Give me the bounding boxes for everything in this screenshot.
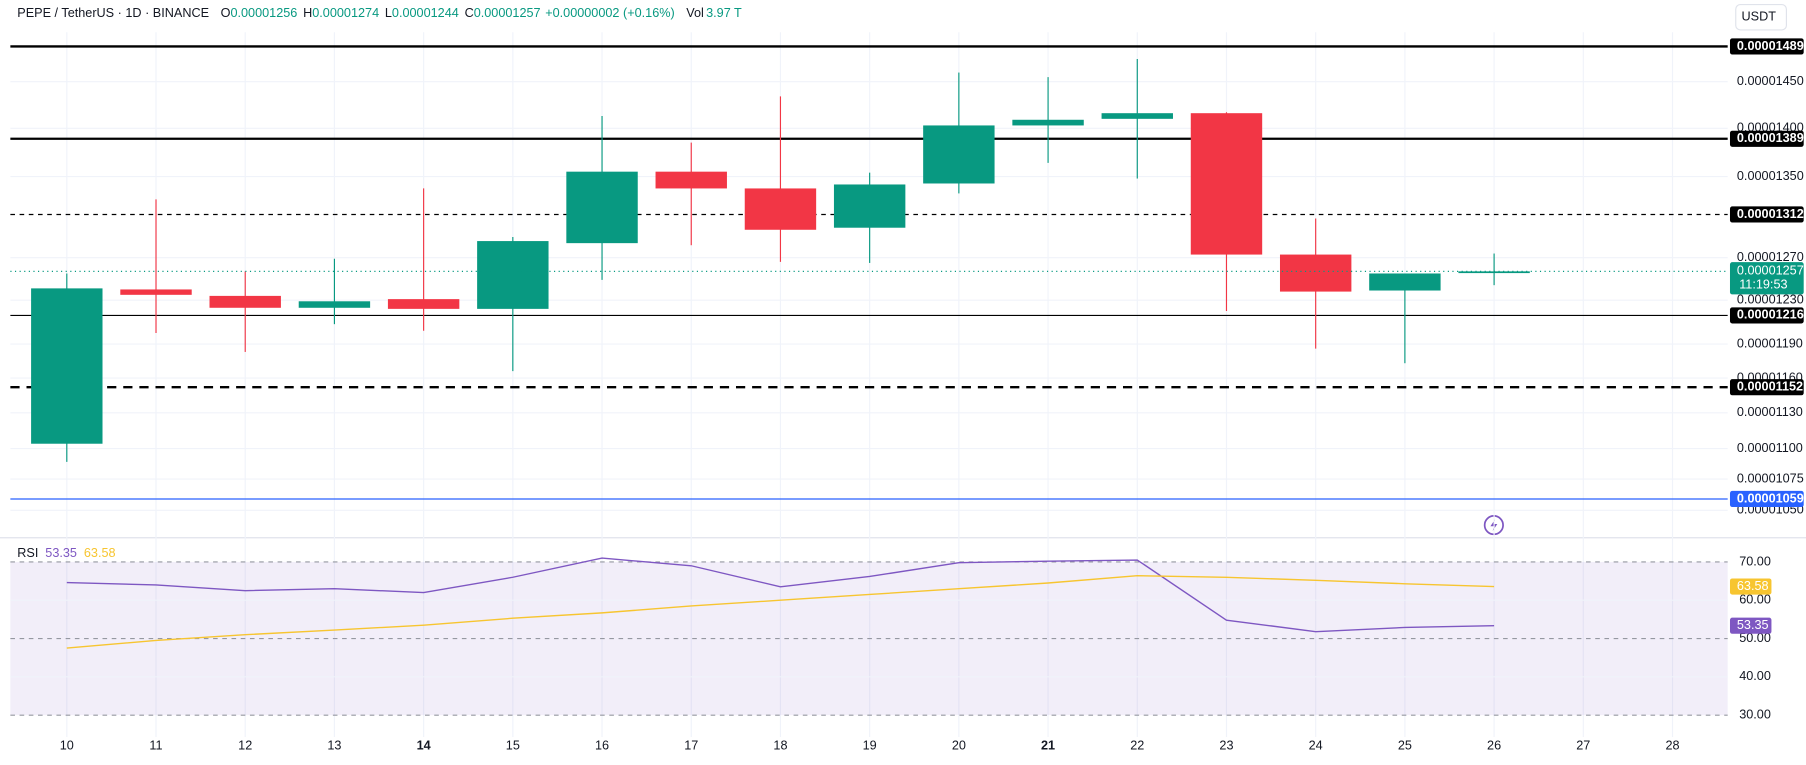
level-label-box [1729, 490, 1804, 508]
candle-body [1458, 271, 1530, 274]
rsi-legend: RSI 53.35 63.58 [17, 546, 115, 560]
x-tick-label: 22 [1130, 739, 1144, 753]
rsi-legend-value: 53.35 [45, 546, 77, 560]
x-tick-label: 16 [595, 739, 609, 753]
rsi-legend-value: 63.58 [84, 546, 116, 560]
candle-body [1190, 113, 1263, 255]
level-label: 0.00001389 [1737, 131, 1804, 145]
candle-body [31, 288, 103, 444]
candle-body [1101, 113, 1173, 119]
y-tick-label: 0.00001075 [1737, 471, 1804, 485]
y-tick-label: 0.00001270 [1737, 250, 1804, 264]
chart-header: PEPE / TetherUS · 1D · BINANCE O0.0000125… [17, 6, 742, 20]
x-tick-label: 15 [506, 739, 520, 753]
change: +0.00000002 (+0.16%) [545, 6, 674, 20]
x-tick-label: 28 [1665, 739, 1679, 753]
candle-body [1369, 273, 1441, 291]
x-tick-label: 26 [1487, 739, 1501, 753]
x-tick-label: 24 [1309, 739, 1323, 753]
y-tick-label: 0.00001100 [1737, 441, 1803, 455]
x-tick-label: 21 [1041, 739, 1055, 753]
candle-body [477, 241, 549, 309]
level-label: 0.00001216 [1737, 308, 1804, 322]
level-label-box [1729, 206, 1804, 223]
ohlc-value: 0.00001256 [230, 6, 297, 20]
level-label: 0.00001489 [1737, 39, 1804, 53]
candle-body [387, 299, 460, 309]
rsi-tick-label: 30.00 [1739, 707, 1771, 721]
volume: 3.97 T [706, 6, 742, 20]
ohlc-label: C [465, 6, 474, 20]
rsi-tick-label: 70.00 [1739, 554, 1771, 568]
x-tick-label: 19 [863, 739, 877, 753]
x-tick-label: 10 [60, 739, 74, 753]
rsi-tick-label: 50.00 [1739, 631, 1771, 645]
currency-button[interactable] [1735, 4, 1787, 31]
volume-label: Vol [686, 6, 704, 20]
x-tick-label: 11 [149, 739, 162, 753]
ohlc-value: 0.00001244 [392, 6, 459, 20]
y-tick-label: 0.00001350 [1737, 169, 1804, 183]
candle-body [209, 295, 281, 308]
x-tick-label: 17 [684, 739, 698, 753]
currency: USDT [1742, 10, 1777, 24]
x-tick-label: 18 [773, 739, 787, 753]
ohlc-label: H [303, 6, 312, 20]
candle-body [566, 171, 638, 244]
y-tick-label: 0.00001230 [1737, 293, 1804, 307]
x-tick-label: 14 [417, 739, 431, 753]
candle-body [120, 289, 192, 295]
rsi-line [66, 557, 1495, 633]
rsi-tick-label: 40.00 [1739, 669, 1771, 683]
candle-body [655, 171, 727, 189]
rsi-value-box [1729, 578, 1772, 595]
x-tick-label: 25 [1398, 739, 1412, 753]
ohlc-label: O [221, 6, 231, 20]
level-label: 0.00001152 [1737, 380, 1803, 394]
candle-body [833, 184, 906, 228]
y-tick-label: 0.00001130 [1737, 405, 1803, 419]
y-tick-label: 0.00001190 [1737, 336, 1803, 350]
x-tick-label: 27 [1576, 739, 1590, 753]
last-price-box [1729, 262, 1804, 295]
level-label: 0.00001059 [1737, 491, 1804, 505]
symbol: PEPE / TetherUS · 1D · BINANCE [17, 6, 209, 20]
y-tick-label: 0.00001450 [1737, 74, 1804, 88]
candle-body [744, 188, 817, 230]
level-label-box [1729, 379, 1804, 396]
rsi-title: RSI [17, 546, 38, 560]
x-tick-label: 13 [327, 739, 341, 753]
countdown: 11:19:53 [1739, 278, 1787, 292]
rsi-value-box [1729, 617, 1772, 634]
candle-body [298, 301, 371, 308]
rsi-value-label: 63.58 [1737, 579, 1769, 593]
candle-body [1279, 254, 1352, 292]
level-label-box [1729, 130, 1804, 147]
level-label-box [1729, 307, 1804, 324]
rsi-tick-label: 60.00 [1739, 593, 1771, 607]
ohlc-label: L [385, 6, 392, 20]
ohlc-value: 0.00001257 [474, 6, 541, 20]
level-label-box [1729, 38, 1804, 55]
x-tick-label: 23 [1219, 739, 1233, 753]
rsi-line [66, 575, 1495, 649]
x-tick-label: 12 [238, 739, 252, 753]
rsi-value-label: 53.35 [1737, 618, 1769, 632]
ohlc-value: 0.00001274 [312, 6, 379, 20]
x-tick-label: 20 [952, 739, 966, 753]
level-label: 0.00001312 [1737, 207, 1804, 221]
candle-body [923, 125, 995, 184]
last-price-label: 0.00001257 [1737, 264, 1804, 278]
candle-body [1012, 119, 1084, 126]
